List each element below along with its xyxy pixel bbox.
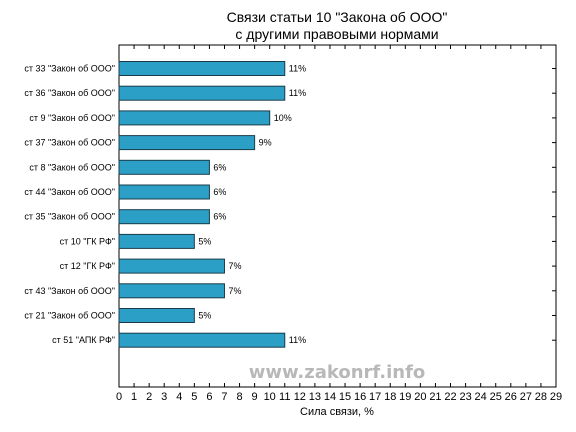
category-label: ст 9 "Закон об ООО" bbox=[29, 113, 115, 123]
value-label: 11% bbox=[289, 88, 306, 98]
x-tick-label: 21 bbox=[429, 391, 441, 403]
category-label: ст 21 "Закон об ООО" bbox=[24, 311, 115, 321]
x-tick-label: 6 bbox=[206, 391, 212, 403]
x-tick-label: 10 bbox=[264, 391, 276, 403]
x-tick-label: 9 bbox=[252, 391, 258, 403]
bar bbox=[118, 209, 210, 225]
bar bbox=[118, 61, 286, 76]
x-axis-label: Сила связи, % bbox=[300, 406, 374, 418]
chart-title-line-1: Связи статьи 10 "Закона об ООО" bbox=[227, 9, 448, 25]
value-label: 5% bbox=[198, 236, 211, 246]
x-tick-label: 28 bbox=[535, 391, 547, 403]
x-tick-label: 0 bbox=[116, 391, 122, 403]
bar bbox=[118, 135, 256, 151]
x-tick-label: 11 bbox=[279, 391, 290, 403]
value-label: 5% bbox=[198, 311, 211, 321]
x-tick-label: 2 bbox=[146, 391, 152, 403]
chart-title-line-2: с другими правовыми нормами bbox=[235, 26, 438, 42]
x-tick-label: 16 bbox=[354, 391, 366, 403]
category-label: ст 36 "Закон об ООО" bbox=[24, 88, 115, 98]
x-tick-label: 7 bbox=[221, 391, 227, 403]
x-tick-label: 5 bbox=[191, 391, 197, 403]
x-axis: 0 1 2 3 4 5 6 7 8 9 10 11 12 13 14 15 16 17 18 19 20 21 22 23 24… bbox=[116, 45, 562, 403]
x-tick-label: 25 bbox=[490, 391, 502, 403]
x-tick-label: 19 bbox=[399, 391, 411, 403]
x-tick-label: 22 bbox=[444, 391, 456, 403]
bars: ст 33 "Закон об ООО" 11% ст 36 "Закон об О… bbox=[24, 61, 556, 348]
bar bbox=[118, 332, 286, 348]
bar bbox=[118, 283, 225, 299]
category-label: ст 33 "Закон об ООО" bbox=[24, 64, 115, 74]
category-label: ст 8 "Закон об ООО" bbox=[29, 162, 115, 172]
watermark: www.zakonrf.info bbox=[249, 362, 426, 383]
x-tick-label: 20 bbox=[414, 391, 426, 403]
value-label: 10% bbox=[274, 113, 292, 123]
x-tick-label: 17 bbox=[369, 391, 381, 403]
category-label: ст 12 "ГК РФ" bbox=[60, 261, 115, 271]
x-tick-label: 27 bbox=[520, 391, 532, 403]
x-tick-label: 13 bbox=[309, 391, 321, 403]
category-label: ст 35 "Закон об ООО" bbox=[24, 212, 115, 222]
bar bbox=[118, 85, 286, 101]
bar bbox=[118, 184, 210, 200]
x-tick-label: 4 bbox=[176, 391, 182, 403]
bar bbox=[118, 258, 225, 274]
category-label: ст 44 "Закон об ООО" bbox=[24, 187, 115, 197]
value-label: 6% bbox=[213, 212, 226, 222]
value-label: 6% bbox=[213, 187, 226, 197]
value-label: 9% bbox=[259, 138, 272, 148]
value-label: 7% bbox=[228, 286, 241, 296]
category-label: ст 10 "ГК РФ" bbox=[60, 236, 115, 246]
value-label: 6% bbox=[213, 162, 226, 172]
category-label: ст 37 "Закон об ООО" bbox=[24, 138, 115, 148]
bar bbox=[118, 233, 195, 249]
x-tick-label: 1 bbox=[131, 391, 137, 403]
x-tick-label: 23 bbox=[459, 391, 471, 403]
bar bbox=[118, 159, 210, 175]
bar bbox=[118, 308, 195, 323]
x-tick-label: 12 bbox=[294, 391, 306, 403]
x-tick-label: 29 bbox=[550, 391, 562, 403]
value-label: 7% bbox=[228, 261, 241, 271]
x-tick-label: 14 bbox=[324, 391, 336, 403]
x-tick-label: 8 bbox=[236, 391, 242, 403]
x-tick-label: 24 bbox=[475, 391, 487, 403]
x-tick-label: 18 bbox=[384, 391, 396, 403]
x-tick-label: 15 bbox=[339, 391, 351, 403]
bar bbox=[118, 110, 271, 126]
x-tick-label: 26 bbox=[505, 391, 517, 403]
value-label: 11% bbox=[289, 64, 306, 74]
x-tick-label: 3 bbox=[161, 391, 167, 403]
value-label: 11% bbox=[289, 335, 306, 345]
category-label: ст 43 "Закон об ООО" bbox=[24, 286, 115, 296]
category-label: ст 51 "АПК РФ" bbox=[52, 335, 115, 345]
